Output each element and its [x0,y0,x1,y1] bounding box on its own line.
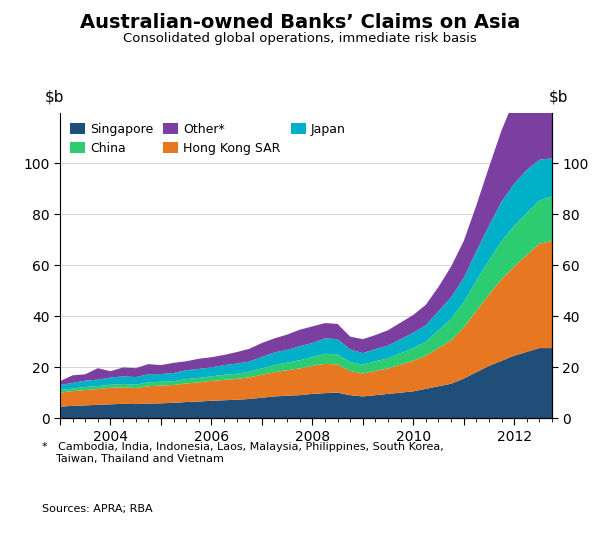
Text: *   Cambodia, India, Indonesia, Laos, Malaysia, Philippines, South Korea,
    Ta: * Cambodia, India, Indonesia, Laos, Mala… [42,442,444,464]
Text: $b: $b [44,90,64,105]
Text: Australian-owned Banks’ Claims on Asia: Australian-owned Banks’ Claims on Asia [80,13,520,32]
Legend: Singapore, China, Other*, Hong Kong SAR, Japan: Singapore, China, Other*, Hong Kong SAR,… [66,119,349,159]
Text: Consolidated global operations, immediate risk basis: Consolidated global operations, immediat… [123,32,477,45]
Text: $b: $b [548,90,568,105]
Text: Sources: APRA; RBA: Sources: APRA; RBA [42,504,152,514]
